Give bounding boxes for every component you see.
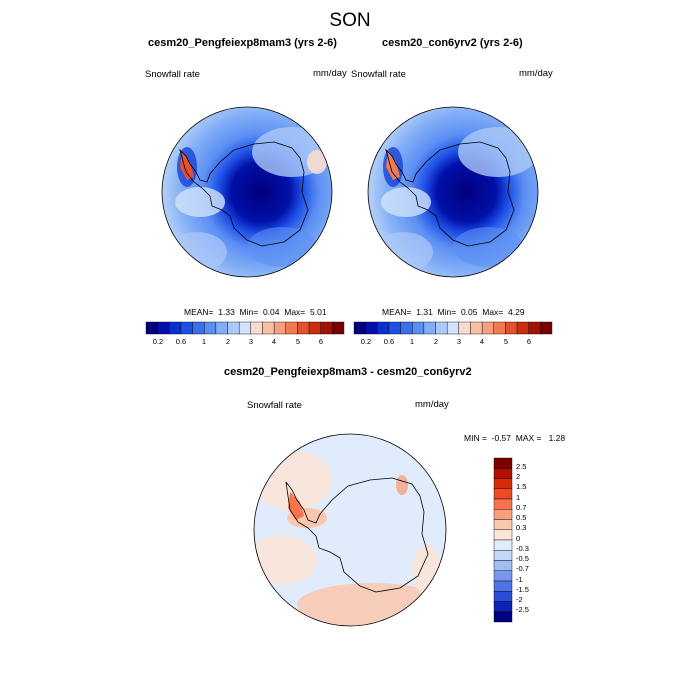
colorbar-swatch	[446, 321, 460, 335]
colorbar-swatch	[493, 478, 513, 489]
colorbar-swatch	[332, 321, 345, 335]
colorbar-swatch	[400, 321, 413, 335]
colorbar-swatch	[481, 321, 494, 335]
colorbar-swatch	[192, 321, 205, 335]
panel1-colorbar	[145, 321, 345, 335]
colorbar-swatch	[412, 321, 425, 335]
panel1-colorbar-ticks: 0.2 0.6 1 2 3 4 5 6	[152, 337, 324, 346]
panel1-stats: MEAN= 1.33 Min= 0.04 Max= 5.01	[184, 307, 327, 317]
colorbar-swatch	[493, 591, 513, 602]
colorbar-swatch	[262, 321, 275, 335]
colorbar-swatch	[388, 321, 401, 335]
colorbar-swatch	[493, 539, 513, 551]
panel1-map-border	[161, 106, 333, 278]
panel2-title: cesm20_con6yrv2 (yrs 2-6)	[382, 37, 523, 49]
panel2-colorbar-ticks: 0.2 0.6 1 2 3 4 5 6	[360, 337, 532, 346]
colorbar-swatch	[493, 611, 513, 623]
colorbar-swatch	[297, 321, 310, 335]
panel2-units: mm/day	[519, 68, 553, 79]
colorbar-swatch	[169, 321, 182, 335]
panel3-colorbar	[493, 457, 513, 623]
colorbar-swatch	[250, 321, 263, 335]
colorbar-swatch	[493, 580, 513, 592]
panel1-antarctica-coastline	[179, 141, 309, 247]
colorbar-swatch	[493, 468, 513, 479]
colorbar-swatch	[204, 321, 217, 335]
colorbar-swatch	[528, 321, 541, 335]
colorbar-swatch	[273, 321, 286, 335]
panel1-map	[161, 106, 333, 278]
colorbar-swatch	[157, 321, 170, 335]
panel2-map	[367, 106, 539, 278]
colorbar-swatch	[493, 601, 513, 612]
colorbar-swatch	[458, 321, 471, 335]
panel2-antarctica-coastline	[385, 141, 515, 247]
panel3-colorbar-ticks: 2.5 2 1.5 1 0.7 0.5 0.3 0 -0.3 -0.5 -0.7…	[516, 462, 529, 614]
panel3-variable-label: Snowfall rate	[247, 400, 302, 411]
colorbar-swatch	[493, 488, 513, 500]
colorbar-swatch	[365, 321, 378, 335]
colorbar-swatch	[516, 321, 529, 335]
panel3-units: mm/day	[415, 399, 449, 410]
colorbar-swatch	[353, 321, 366, 335]
panel1-peninsula-max	[180, 152, 194, 180]
panel1-variable-label: Snowfall rate	[145, 69, 200, 80]
colorbar-swatch	[308, 321, 321, 335]
panel3-antarctica-coastline	[285, 477, 429, 593]
panel2-colorbar	[353, 321, 553, 335]
panel2-stats: MEAN= 1.31 Min= 0.05 Max= 4.29	[382, 307, 525, 317]
colorbar-swatch	[435, 321, 448, 335]
colorbar-swatch	[493, 498, 513, 510]
colorbar-swatch	[377, 321, 390, 335]
panel1-title: cesm20_Pengfeiexp8mam3 (yrs 2-6)	[148, 37, 337, 49]
colorbar-swatch	[540, 321, 553, 335]
colorbar-swatch	[180, 321, 193, 335]
colorbar-swatch	[285, 321, 298, 335]
panel2-variable-label: Snowfall rate	[351, 69, 406, 80]
panel3-map	[253, 433, 447, 627]
colorbar-swatch	[145, 321, 158, 335]
colorbar-swatch	[238, 321, 252, 335]
panel2-peninsula-max	[386, 152, 400, 180]
colorbar-swatch	[493, 509, 513, 520]
colorbar-swatch	[493, 560, 513, 571]
panel3-stats: MIN = -0.57 MAX = 1.28	[464, 433, 566, 443]
colorbar-swatch	[227, 321, 240, 335]
figure-title: SON	[329, 10, 371, 31]
colorbar-swatch	[423, 321, 436, 335]
colorbar-swatch	[470, 321, 483, 335]
panel3-title: cesm20_Pengfeiexp8mam3 - cesm20_con6yrv2	[224, 366, 472, 378]
colorbar-swatch	[215, 321, 228, 335]
colorbar-swatch	[493, 570, 513, 582]
colorbar-swatch	[493, 519, 513, 530]
colorbar-swatch	[320, 321, 333, 335]
panel1-units: mm/day	[313, 68, 347, 79]
colorbar-swatch	[493, 321, 506, 335]
panel3-map-border	[253, 433, 447, 627]
panel2-map-border	[367, 106, 539, 278]
colorbar-swatch	[493, 457, 513, 469]
colorbar-swatch	[505, 321, 518, 335]
colorbar-swatch	[493, 529, 513, 541]
colorbar-swatch	[493, 550, 513, 561]
